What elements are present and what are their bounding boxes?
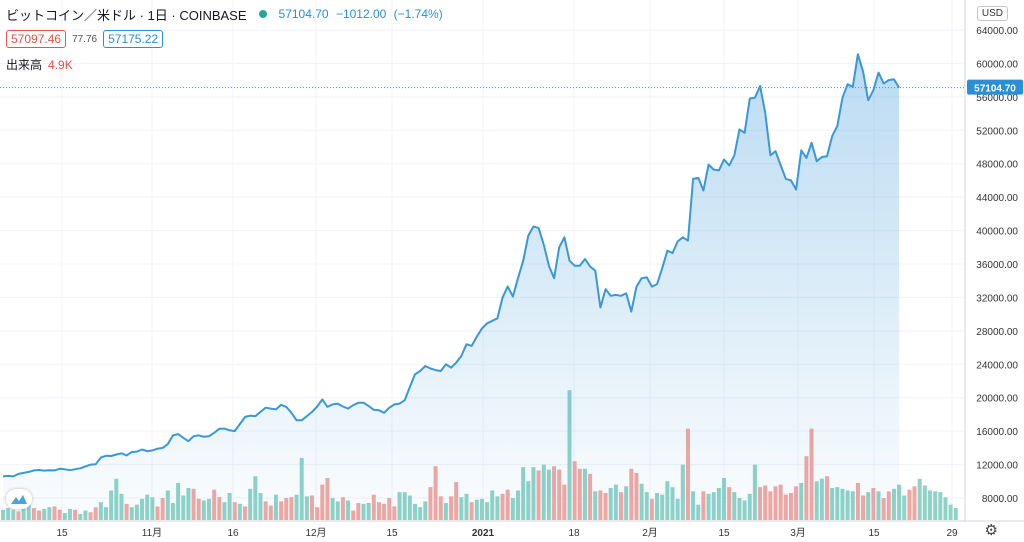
volume-bar (917, 478, 922, 520)
logo-glyph-icon (11, 495, 27, 504)
time-tick-label: 29 (946, 528, 958, 539)
buy-price-button[interactable]: 57175.22 (103, 30, 164, 48)
time-tick-label: 15 (386, 528, 398, 539)
volume-bar (928, 490, 932, 520)
price-tick-label: 24000.00 (976, 360, 1018, 371)
time-tick-label: 16 (227, 528, 239, 539)
time-tick-label: 15 (718, 528, 730, 539)
price-tick-label: 40000.00 (976, 227, 1018, 238)
time-tick-label: 15 (56, 528, 68, 539)
volume-value: 4.9K (48, 58, 73, 72)
gear-icon[interactable]: ⚙ (984, 522, 998, 539)
volume-bar (953, 508, 958, 520)
price-tick-label: 56000.00 (976, 93, 1018, 104)
volume-bar (912, 486, 917, 520)
tradingview-logo-icon[interactable] (6, 489, 32, 509)
price-tick-label: 36000.00 (976, 260, 1018, 271)
market-status-icon (258, 10, 267, 18)
volume-bar (933, 491, 938, 520)
price-tick-label: 8000.00 (982, 494, 1019, 505)
time-tick-label: 3月 (790, 527, 806, 539)
last-price-badge-text: 57104.70 (974, 84, 1016, 95)
time-tick-label: 12月 (305, 527, 326, 539)
last-price-label: 57104.70 (967, 79, 1023, 95)
currency-button[interactable]: USD (976, 6, 1008, 21)
volume-bar (922, 485, 927, 520)
time-axis-bg (0, 521, 1024, 542)
price-tick-label: 60000.00 (976, 59, 1018, 70)
sell-price-button[interactable]: 57097.46 (6, 30, 67, 48)
time-tick-label: 18 (568, 528, 580, 539)
time-tick-label: 15 (868, 528, 880, 539)
price-area (3, 54, 900, 520)
price-change: 57104.70 −1012.00 (−1.74%) (279, 7, 447, 21)
volume-bar (948, 504, 953, 520)
price-tick-label: 28000.00 (976, 327, 1018, 338)
bid-ask-row: 57097.46 77.76 57175.22 (6, 30, 164, 48)
time-tick-label: 2021 (472, 528, 495, 539)
price-tick-label: 32000.00 (976, 293, 1018, 304)
price-tick-label: 64000.00 (976, 26, 1018, 37)
spread-value: 77.76 (72, 33, 98, 45)
price-line (2, 53, 900, 478)
volume-bar (938, 492, 943, 520)
time-axis[interactable]: 15 11月 16 12月 15 2021 18 2月 15 3月 15 29 (0, 520, 1024, 542)
volume-label: 出来高 (6, 58, 43, 72)
price-tick-label: 48000.00 (976, 160, 1018, 171)
price-tick-label: 12000.00 (976, 461, 1018, 472)
symbol-header: ビットコイン／米ドル · 1日 · COINBASE 57104.70 −101… (6, 4, 447, 24)
time-tick-label: 2月 (642, 527, 658, 539)
last-price: 57104.70 (278, 7, 329, 21)
change-percent: (−1.74%) (393, 7, 443, 21)
price-tick-label: 44000.00 (976, 193, 1018, 204)
volume-legend: 出来高 4.9K (6, 56, 73, 73)
last-price-badge (967, 79, 1023, 95)
price-tick-label: 20000.00 (976, 394, 1018, 405)
volume-bar (902, 495, 907, 520)
time-tick-label: 11月 (142, 527, 162, 539)
price-tick-label: 52000.00 (976, 126, 1018, 137)
change-value: −1012.00 (335, 7, 387, 21)
volume-bar (943, 497, 948, 520)
price-tick-label: 16000.00 (976, 427, 1018, 438)
volume-bar (907, 489, 912, 520)
symbol-title[interactable]: ビットコイン／米ドル · 1日 · COINBASE (6, 7, 247, 23)
